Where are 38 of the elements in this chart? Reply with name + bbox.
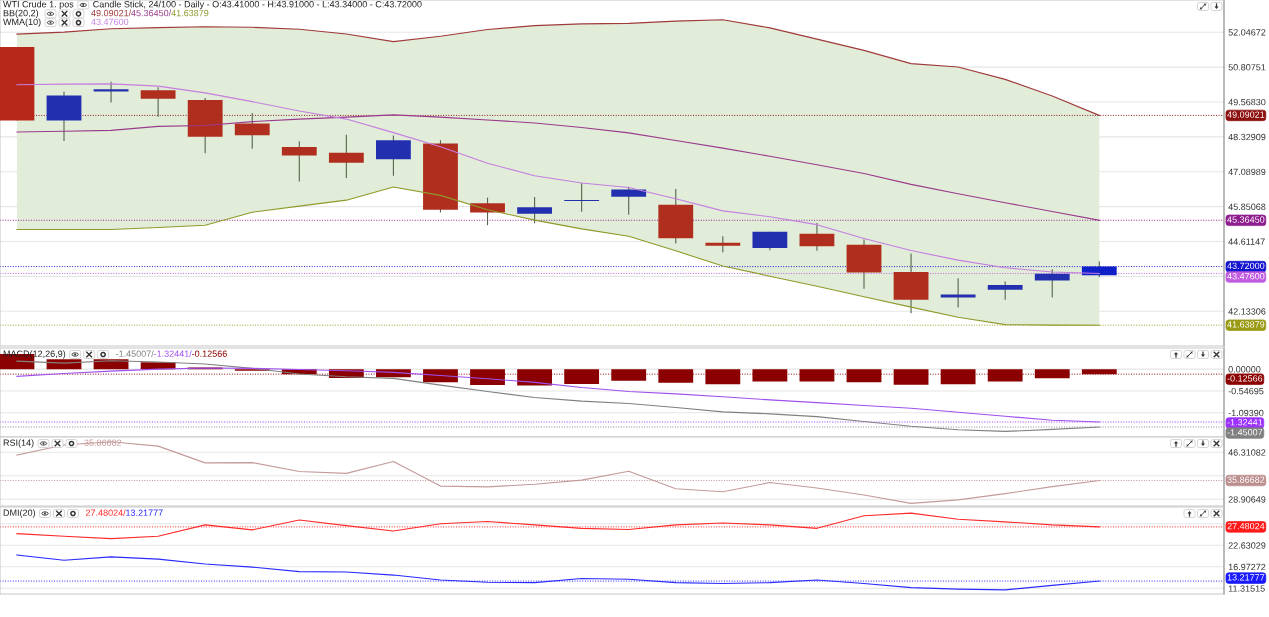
y-tick-label: 22.63029 (1228, 542, 1266, 549)
ref-line-label: -1.45007 (1227, 429, 1263, 436)
ref-line-label: 43.47600 (1227, 273, 1265, 280)
chart-title: WTI Crude 1. pos (3, 0, 74, 10)
chart-title: RSI(14) (3, 439, 34, 448)
y-tick-label: 48.32909 (1228, 133, 1266, 141)
y-tick-label: 46.31082 (1228, 449, 1266, 456)
y-tick-label: 44.61147 (1228, 238, 1265, 245)
annotation: -1.45007/-1.32441/-0.12566 (116, 350, 227, 357)
ref-line-label: 43.72000 (1227, 262, 1265, 270)
y-tick-label: 45.85068 (1228, 203, 1266, 210)
y-tick-label: 16.97272 (1228, 563, 1266, 571)
y-tick-label: 50.80751 (1228, 64, 1266, 71)
ref-line-label: 27.48024 (1227, 522, 1265, 530)
y-tick-label: -1.09390 (1228, 409, 1264, 417)
annotation: 43.47600 (91, 18, 129, 26)
annotation: BB(20,2) (3, 9, 39, 18)
chart-title: MACD(12,26,9) (3, 350, 66, 359)
annotation: 49.09021/45.36450/41.63879 (91, 9, 209, 17)
ref-line-label: -0.12566 (1227, 375, 1263, 382)
y-tick-label: 52.04672 (1228, 29, 1266, 36)
y-tick-label: 49.56830 (1228, 98, 1266, 106)
y-tick-label: 42.13306 (1228, 308, 1266, 315)
chart-title: DMI(20) (3, 509, 36, 518)
ref-line-label: 49.09021 (1227, 111, 1265, 118)
y-tick-label: -0.54695 (1228, 387, 1264, 395)
y-tick-label: 0.00000 (1228, 366, 1261, 373)
ref-line-label: -1.32441 (1227, 419, 1263, 426)
annotation: 27.48024/13.21777 (85, 509, 163, 516)
ref-line-label: 13.21777 (1227, 574, 1265, 581)
y-tick-label: 28.90649 (1228, 496, 1266, 503)
chart-subtitle: Candle Stick, 24/100 - Daily - O:43.41000 - H:43.91000 - L:43.34000 - C:43.72000 (93, 0, 422, 10)
annotation: WMA(10) (3, 18, 41, 27)
ref-line-label: 35.86682 (1227, 476, 1265, 483)
y-tick-label: 11.31515 (1228, 585, 1265, 592)
y-tick-label: 47.08989 (1228, 168, 1266, 176)
ref-line-label: 41.63879 (1227, 321, 1265, 328)
ref-line-label: 45.36450 (1227, 216, 1265, 223)
